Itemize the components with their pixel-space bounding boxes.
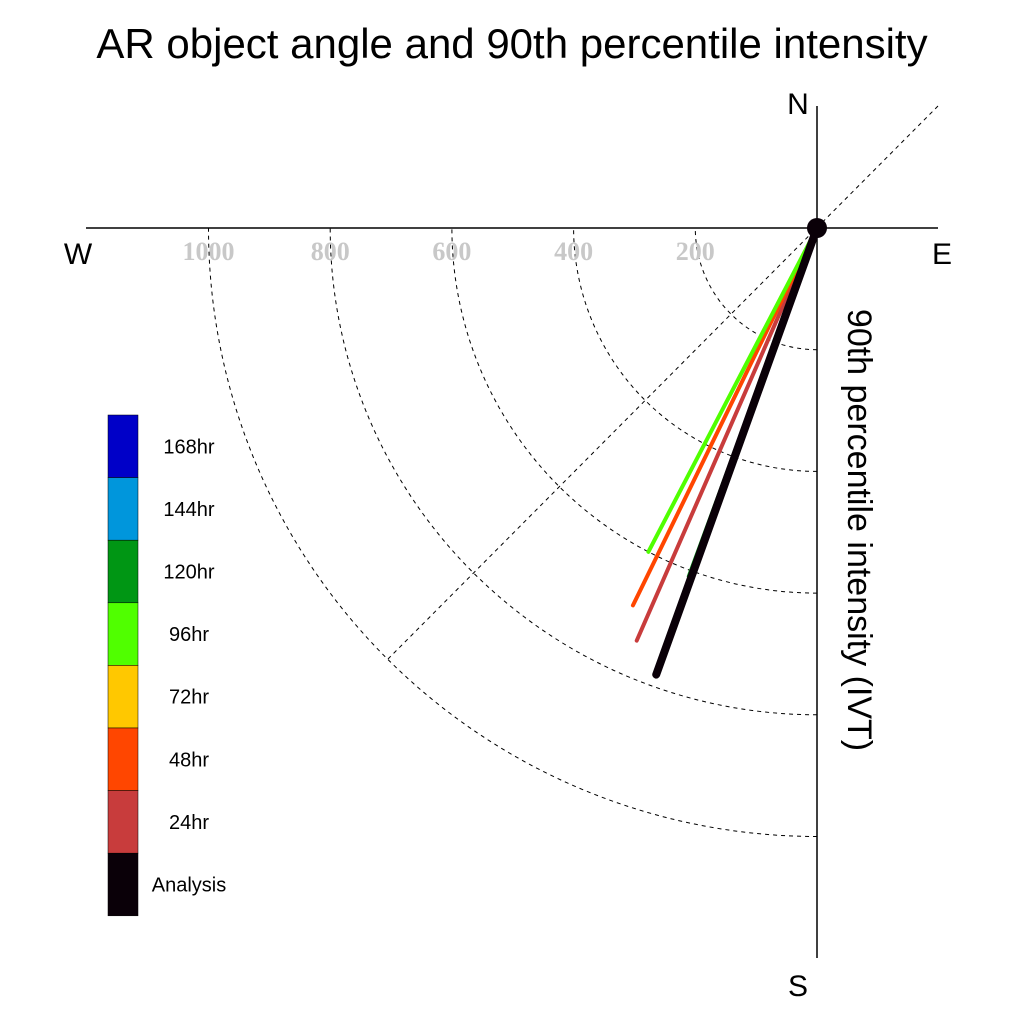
radial-grid	[208, 227, 818, 837]
tick-label-200: 200	[676, 237, 715, 266]
grid-arc-1000	[208, 227, 818, 837]
legend-swatch-48hr	[107, 727, 139, 791]
tick-label-600: 600	[432, 237, 471, 266]
vector-96hr	[646, 226, 819, 554]
radial-tick-labels: 200 400 600 800 1000	[183, 237, 715, 266]
legend-swatch-168hr	[107, 414, 139, 478]
legend-label-analysis: Analysis	[152, 875, 226, 897]
legend-swatch-96hr	[107, 602, 139, 666]
radial-axis-label: 90th percentile intensity (IVT)	[840, 309, 878, 751]
legend-swatch-24hr	[107, 790, 139, 854]
origin-marker	[807, 218, 827, 238]
legend-label-144hr: 144hr	[163, 499, 214, 521]
legend-swatch-144hr	[107, 477, 139, 541]
compass-north: N	[787, 88, 809, 121]
legend: 168hr 144hr 120hr 96hr 72hr 48hr 24hr Analysis	[107, 414, 226, 917]
chart-title: AR object angle and 90th percentile inte…	[96, 20, 927, 67]
tick-label-1000: 1000	[183, 237, 235, 266]
legend-swatch-72hr	[107, 665, 139, 729]
compass-west: W	[64, 238, 93, 271]
grid-arc-200	[694, 227, 818, 351]
legend-label-96hr: 96hr	[169, 624, 209, 646]
legend-label-72hr: 72hr	[169, 687, 209, 709]
vector-24hr	[634, 226, 819, 643]
legend-label-24hr: 24hr	[169, 812, 209, 834]
tick-label-400: 400	[554, 237, 593, 266]
legend-label-120hr: 120hr	[163, 562, 214, 584]
vector-lines	[630, 224, 821, 679]
tick-label-800: 800	[311, 237, 350, 266]
legend-swatch-120hr	[107, 539, 139, 604]
legend-label-168hr: 168hr	[163, 436, 214, 458]
compass-south: S	[788, 970, 808, 1003]
legend-label-48hr: 48hr	[169, 749, 209, 771]
grid-arc-800	[329, 227, 818, 716]
compass-east: E	[932, 238, 952, 271]
axes	[86, 105, 939, 958]
diagonal-reference-line	[387, 105, 939, 660]
vector-analysis	[652, 224, 821, 679]
legend-swatch-analysis	[107, 852, 139, 917]
